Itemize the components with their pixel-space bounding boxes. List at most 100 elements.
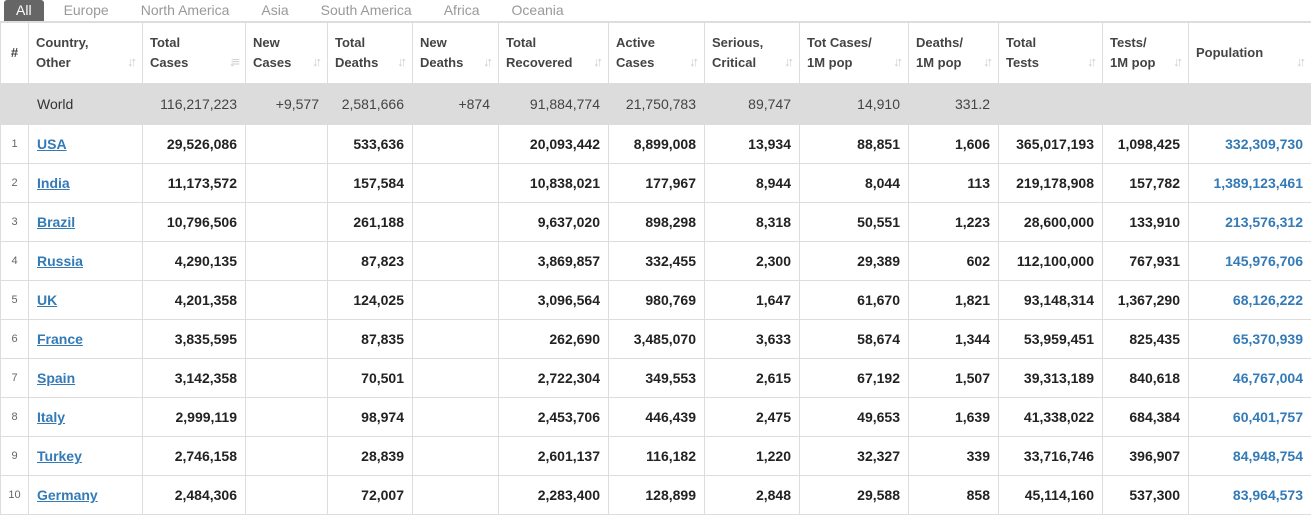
tab-north-america[interactable]: North America (125, 0, 246, 21)
row-cases-per-1m: 29,588 (800, 476, 909, 515)
sort-icon[interactable]: ↓↑ (1296, 52, 1303, 72)
row-new-cases (246, 398, 328, 437)
row-total-recovered: 2,453,706 (499, 398, 609, 437)
sort-icon[interactable]: ↓↑ (784, 52, 791, 72)
row-population: 1,389,123,461 (1189, 164, 1311, 203)
country-link[interactable]: Russia (37, 253, 83, 269)
row-total-recovered: 9,637,020 (499, 203, 609, 242)
sort-icon[interactable]: ↓↑ (397, 52, 404, 72)
row-country: Germany (29, 476, 143, 515)
sort-icon[interactable]: ↓↑ (483, 52, 490, 72)
tab-asia[interactable]: Asia (245, 0, 304, 21)
row-cases-per-1m: 32,327 (800, 437, 909, 476)
sort-icon[interactable]: ↓↑ (1087, 52, 1094, 72)
sort-icon[interactable]: ↓↑ (689, 52, 696, 72)
header-cases-per-1m[interactable]: Tot Cases/1M pop↓↑ (800, 23, 909, 84)
row-total-deaths: 72,007 (328, 476, 413, 515)
header-country[interactable]: Country,Other↓↑ (29, 23, 143, 84)
row-tests-per-1m: 537,300 (1103, 476, 1189, 515)
row-rank: 9 (1, 437, 29, 476)
row-population: 84,948,754 (1189, 437, 1311, 476)
sort-icon[interactable]: ↓↑ (127, 52, 134, 72)
row-cases-per-1m: 67,192 (800, 359, 909, 398)
row-new-deaths (413, 476, 499, 515)
row-cases-per-1m: 8,044 (800, 164, 909, 203)
country-link[interactable]: France (37, 331, 83, 347)
row-new-deaths (413, 203, 499, 242)
country-link[interactable]: Spain (37, 370, 75, 386)
row-rank: 10 (1, 476, 29, 515)
row-new-cases (246, 476, 328, 515)
header-label-line2: Deaths (335, 55, 378, 70)
row-total-cases: 3,835,595 (143, 320, 246, 359)
row-serious-critical: 2,300 (705, 242, 800, 281)
row-total-recovered: 3,096,564 (499, 281, 609, 320)
country-link[interactable]: India (37, 175, 70, 191)
row-total-cases: 2,746,158 (143, 437, 246, 476)
tab-africa[interactable]: Africa (428, 0, 496, 21)
row-total-cases: 2,999,119 (143, 398, 246, 437)
country-link[interactable]: UK (37, 292, 57, 308)
row-serious-critical: 2,615 (705, 359, 800, 398)
country-link[interactable]: Turkey (37, 448, 82, 464)
world-total-deaths: 2,581,666 (328, 84, 413, 125)
tab-all[interactable]: All (4, 0, 44, 21)
country-link[interactable]: Germany (37, 487, 98, 503)
sort-icon[interactable]: ↓↑ (1173, 52, 1180, 72)
tab-europe[interactable]: Europe (52, 0, 125, 21)
row-deaths-per-1m: 1,639 (909, 398, 999, 437)
row-serious-critical: 8,318 (705, 203, 800, 242)
row-population: 60,401,757 (1189, 398, 1311, 437)
row-total-tests: 365,017,193 (999, 125, 1103, 164)
header-label-line2: 1M pop (916, 55, 962, 70)
header-population[interactable]: PopulationPopulation↓↑ (1189, 23, 1311, 84)
sort-icon[interactable]: ↓≡ (229, 52, 237, 72)
row-rank: 6 (1, 320, 29, 359)
sort-icon[interactable]: ↓↑ (312, 52, 319, 72)
sort-icon[interactable]: ↓↑ (593, 52, 600, 72)
row-serious-critical: 13,934 (705, 125, 800, 164)
header-tests-per-1m[interactable]: Tests/1M pop↓↑ (1103, 23, 1189, 84)
header-label-line1: Total (335, 35, 365, 50)
header-total-deaths[interactable]: Total Deaths ↓↑ (328, 23, 413, 84)
sort-icon[interactable]: ↓↑ (983, 52, 990, 72)
row-population: 65,370,939 (1189, 320, 1311, 359)
row-total-tests: 33,716,746 (999, 437, 1103, 476)
header-label-line1: Tests/ (1110, 35, 1147, 50)
header-label-line1: Total (1006, 35, 1036, 50)
country-link[interactable]: Brazil (37, 214, 75, 230)
row-new-cases (246, 320, 328, 359)
row-new-deaths (413, 359, 499, 398)
row-total-recovered: 2,722,304 (499, 359, 609, 398)
row-new-cases (246, 164, 328, 203)
tab-south-america[interactable]: South America (305, 0, 428, 21)
row-new-cases (246, 125, 328, 164)
country-link[interactable]: Italy (37, 409, 65, 425)
row-total-cases: 10,796,506 (143, 203, 246, 242)
header-serious-critical[interactable]: Serious,Critical↓↑ (705, 23, 800, 84)
row-total-deaths: 87,823 (328, 242, 413, 281)
world-active-cases: 21,750,783 (609, 84, 705, 125)
row-deaths-per-1m: 339 (909, 437, 999, 476)
world-population (1189, 84, 1311, 125)
row-total-tests: 39,313,189 (999, 359, 1103, 398)
row-active-cases: 3,485,070 (609, 320, 705, 359)
tab-oceania[interactable]: Oceania (496, 0, 580, 21)
world-cases-per-1m: 14,910 (800, 84, 909, 125)
sort-icon[interactable]: ↓↑ (893, 52, 900, 72)
row-active-cases: 128,899 (609, 476, 705, 515)
header-deaths-per-1m[interactable]: Deaths/1M pop↓↑ (909, 23, 999, 84)
row-country: USA (29, 125, 143, 164)
country-link[interactable]: USA (37, 136, 67, 152)
